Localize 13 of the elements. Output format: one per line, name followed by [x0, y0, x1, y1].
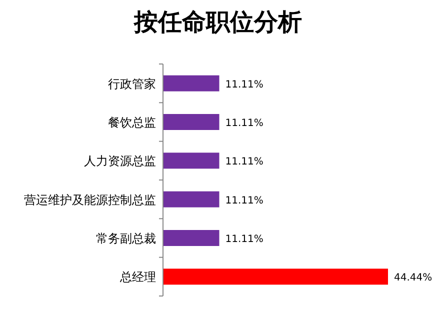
data-label: 44.44%: [394, 272, 432, 284]
y-tick-label: 常务副总裁: [96, 232, 156, 246]
data-label: 11.11%: [225, 156, 264, 168]
chart-title: 按任命职位分析: [133, 8, 302, 36]
y-tick-label: 行政管家: [108, 76, 156, 91]
data-label: 11.11%: [225, 234, 264, 245]
y-tick-label: 人力资源总监: [84, 154, 156, 168]
y-tick-label: 餐饮总监: [108, 116, 156, 130]
data-label: 11.11%: [225, 79, 264, 90]
data-label: 11.11%: [225, 195, 264, 206]
y-tick-label: 营运维护及能源控制总监: [24, 192, 156, 207]
y-tick-label: 总经理: [119, 270, 156, 284]
data-label: 11.11%: [225, 118, 264, 129]
